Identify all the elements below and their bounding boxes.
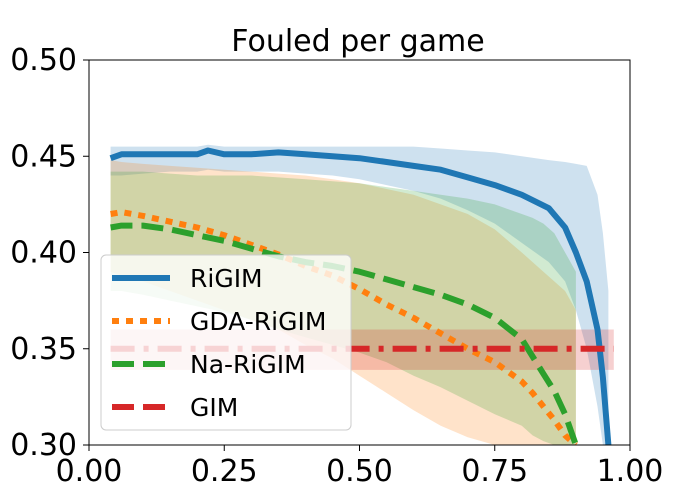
legend-label-gda-rigim: GDA-RiGIM bbox=[190, 307, 326, 336]
y-tick-label: 0.30 bbox=[10, 428, 77, 463]
series-line-rigim bbox=[109, 147, 612, 445]
x-tick-label: 0.75 bbox=[461, 454, 528, 489]
y-tick-label: 0.50 bbox=[10, 43, 77, 78]
x-tick-label: 0.25 bbox=[191, 454, 258, 489]
y-tick-label: 0.45 bbox=[10, 139, 77, 174]
series-line-na-rigim bbox=[110, 222, 579, 445]
y-tick-label: 0.40 bbox=[10, 236, 77, 271]
series-line-gda-rigim bbox=[110, 209, 578, 445]
x-axis: 0.00 0.25 0.50 0.75 1.00 bbox=[56, 445, 664, 489]
legend-label-na-rigim: Na-RiGIM bbox=[190, 350, 306, 379]
legend-label-gim: GIM bbox=[190, 393, 238, 422]
legend-box bbox=[100, 254, 352, 431]
x-tick-label: 0.50 bbox=[326, 454, 393, 489]
legend-label-rigim: RiGIM bbox=[190, 264, 263, 293]
x-tick-label: 0.00 bbox=[56, 454, 123, 489]
band-rigim bbox=[110, 144, 609, 445]
chart-title: Fouled per game bbox=[231, 24, 484, 59]
y-axis: 0.30 0.35 0.40 0.45 0.50 bbox=[10, 43, 89, 463]
x-tick-label: 1.00 bbox=[597, 454, 664, 489]
legend: RiGIM GDA-RiGIM Na-RiGIM GIM bbox=[100, 254, 352, 431]
y-tick-label: 0.35 bbox=[10, 332, 77, 367]
